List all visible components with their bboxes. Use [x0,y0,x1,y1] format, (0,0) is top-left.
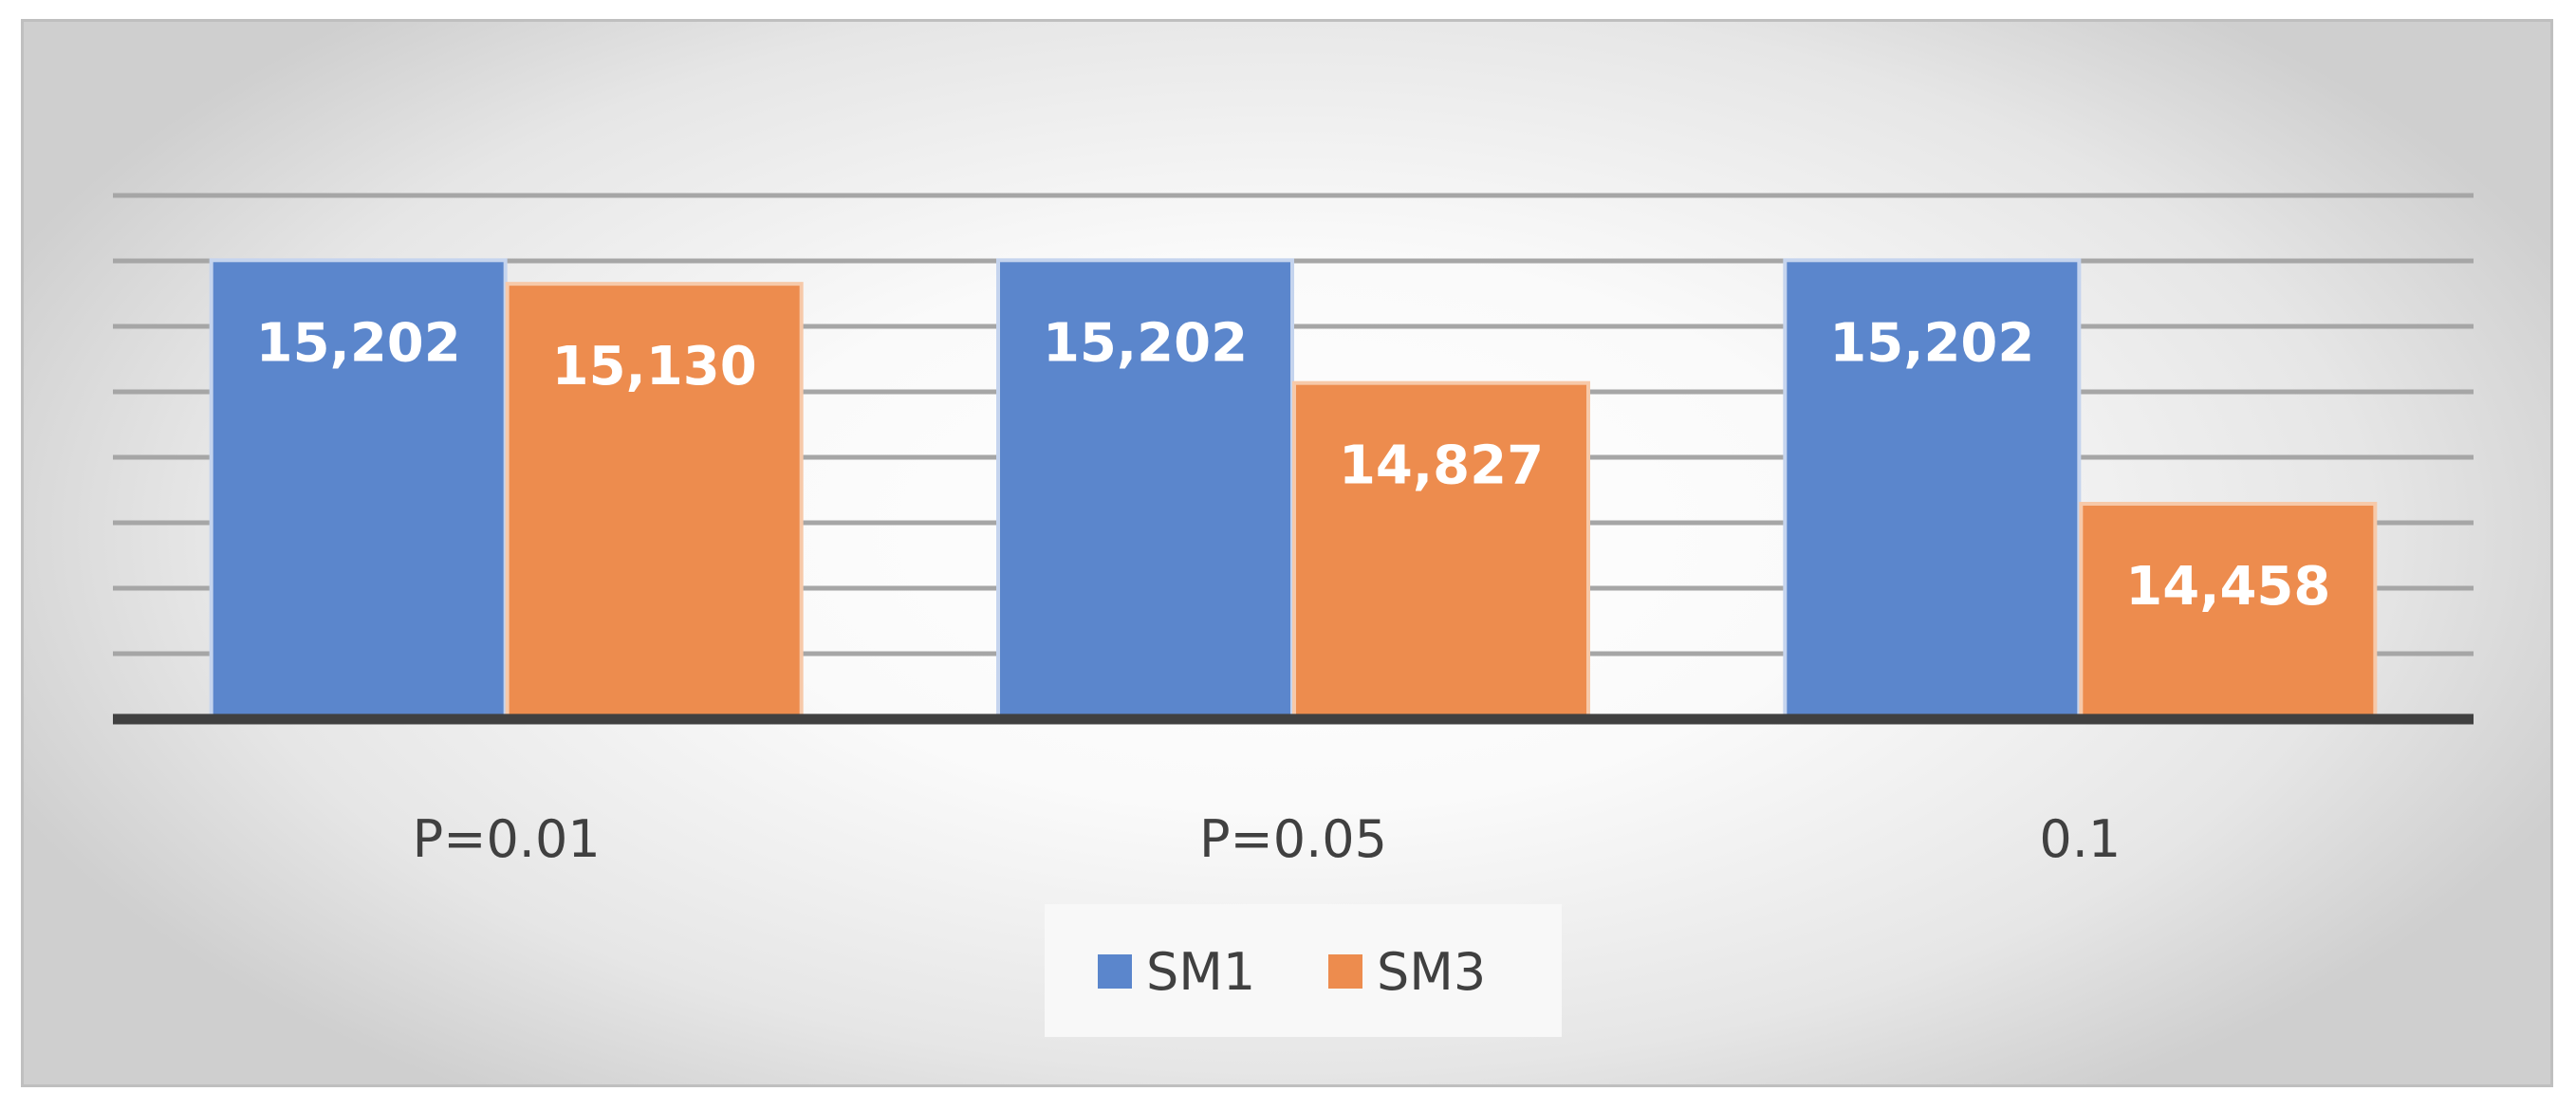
data-label-sm1-0: 15,202 [256,312,461,374]
legend-swatch-sm3 [1328,954,1362,989]
legend-label-sm1: SM1 [1146,942,1255,1002]
x-tick-label: P=0.01 [413,809,601,869]
chart-area: 15,202 15,130 15,202 14,827 15,202 14,458 P=0… [21,19,2553,1087]
x-tick-label: P=0.05 [1199,809,1387,869]
legend-swatch-sm1 [1098,954,1132,989]
data-label-sm3-1: 14,827 [1339,435,1544,497]
data-labels: 15,202 15,130 15,202 14,827 15,202 14,458 [256,312,2331,618]
bar-sm3-1 [1292,380,1590,721]
bar-sm1-0 [209,258,508,721]
x-tick-labels: P=0.01 P=0.05 0.1 [413,809,2122,869]
x-tick-label: 0.1 [2039,809,2121,869]
bar-sm1-1 [996,258,1294,721]
bar-sm1-2 [1783,258,2082,721]
data-label-sm3-2: 14,458 [2125,556,2330,618]
bar-chart: 15,202 15,130 15,202 14,827 15,202 14,458 P=0… [113,193,2474,1037]
data-label-sm1-1: 15,202 [1043,312,1248,374]
bar-sm3-0 [505,282,804,721]
bars [209,258,2378,721]
bar-sm3-2 [2079,501,2378,721]
data-label-sm1-2: 15,202 [1829,312,2034,374]
legend[interactable]: SM1 SM3 [1045,904,1562,1037]
legend-label-sm3: SM3 [1377,942,1486,1002]
data-label-sm3-0: 15,130 [552,336,757,398]
